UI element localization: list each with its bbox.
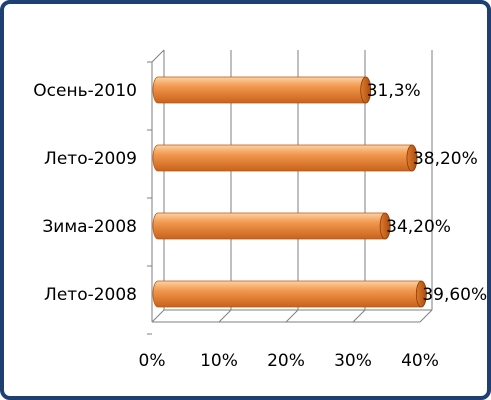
bar-end-cap xyxy=(379,212,391,240)
bar-end-cap xyxy=(406,144,418,172)
bar xyxy=(152,144,418,172)
x-tick-label: 10% xyxy=(200,351,238,371)
data-label: 39,60% xyxy=(422,285,487,305)
category-label: Лето-2009 xyxy=(44,149,137,169)
bar xyxy=(152,76,372,104)
floor-line-2 xyxy=(285,309,299,323)
labels: 0% 10% 20% 30% 40% Осень-2010 31,3% Лето-2009 38… xyxy=(33,81,487,371)
left-wall-top xyxy=(151,49,165,63)
data-label: 38,20% xyxy=(413,149,478,169)
bar-end-cap xyxy=(415,280,427,308)
x-tick-label: 20% xyxy=(267,351,305,371)
bars xyxy=(152,76,427,308)
x-tick-label: 0% xyxy=(139,351,166,371)
bar xyxy=(152,280,427,308)
floor-line-0 xyxy=(151,309,165,323)
bar-chart: 0% 10% 20% 30% 40% Осень-2010 31,3% Лето-2009 38… xyxy=(33,49,487,371)
bar xyxy=(152,212,391,240)
floor-line-3 xyxy=(352,309,366,323)
bar-body xyxy=(152,144,418,172)
bar-body xyxy=(152,76,372,104)
bar-body xyxy=(152,280,427,308)
category-label: Зима-2008 xyxy=(42,217,137,237)
data-label: 31,3% xyxy=(367,81,421,101)
bar-end-cap xyxy=(360,76,372,104)
category-label: Лето-2008 xyxy=(44,285,137,305)
bar-body xyxy=(152,212,391,240)
x-tick-label: 40% xyxy=(401,351,439,371)
x-tick-label: 30% xyxy=(334,351,372,371)
floor-line-1 xyxy=(218,309,232,323)
floor-line-4 xyxy=(419,309,433,323)
axes xyxy=(147,49,432,335)
category-label: Осень-2010 xyxy=(33,81,137,101)
data-label: 34,20% xyxy=(386,217,451,237)
